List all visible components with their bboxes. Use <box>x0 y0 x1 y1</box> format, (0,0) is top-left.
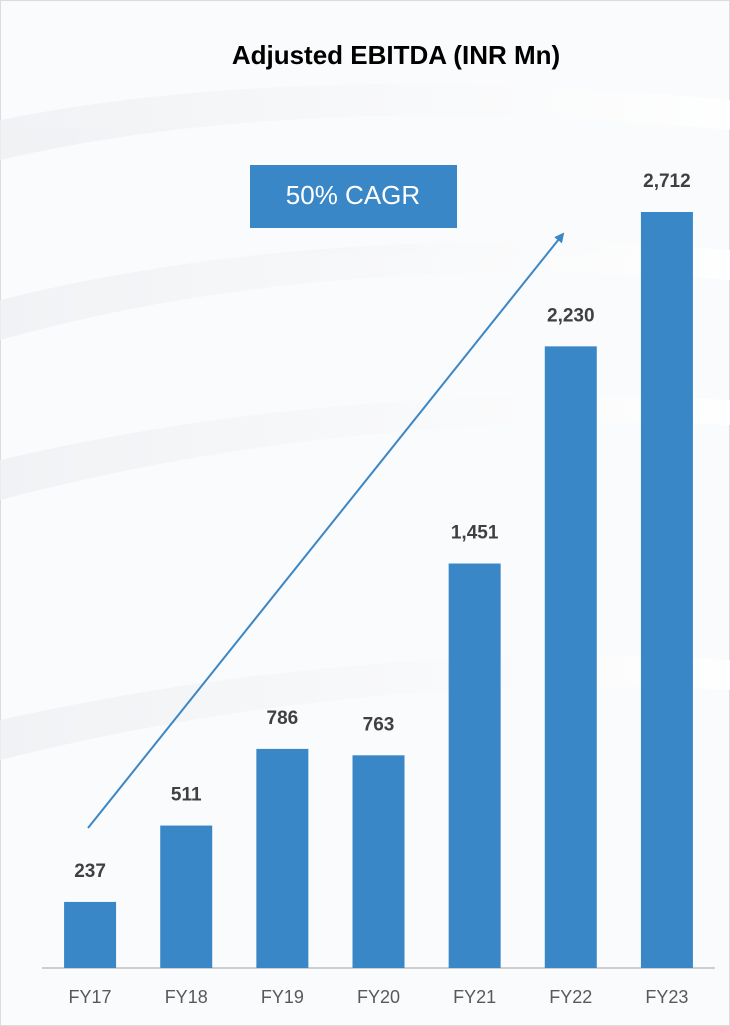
value-label: 2,230 <box>547 305 595 326</box>
value-label: 237 <box>74 861 106 882</box>
annotation: 50% CAGR <box>286 180 420 210</box>
x-tick-label: FY17 <box>69 987 112 1007</box>
x-tick-label: FY19 <box>261 987 304 1007</box>
bar <box>64 901 117 968</box>
annotation-box <box>250 165 457 228</box>
value-label: 786 <box>267 708 299 729</box>
bar <box>352 755 405 968</box>
bar <box>448 563 501 968</box>
bar <box>256 748 309 968</box>
x-tick-label: FY23 <box>645 987 688 1007</box>
value-label: 763 <box>363 714 395 735</box>
x-tick-label: FY20 <box>357 987 400 1007</box>
value-label: 511 <box>171 785 202 806</box>
trend-arrow <box>87 232 565 829</box>
x-tick-label: FY18 <box>165 987 208 1007</box>
x-tick-label: FY21 <box>453 987 496 1007</box>
value-label: 2,712 <box>643 171 691 192</box>
bar <box>544 346 597 969</box>
bar <box>160 825 213 968</box>
value-label: 1,451 <box>451 523 499 544</box>
chart-title: Adjusted EBITDA (INR Mn) <box>232 40 560 70</box>
x-tick-label: FY22 <box>549 987 592 1007</box>
bar <box>640 212 693 968</box>
